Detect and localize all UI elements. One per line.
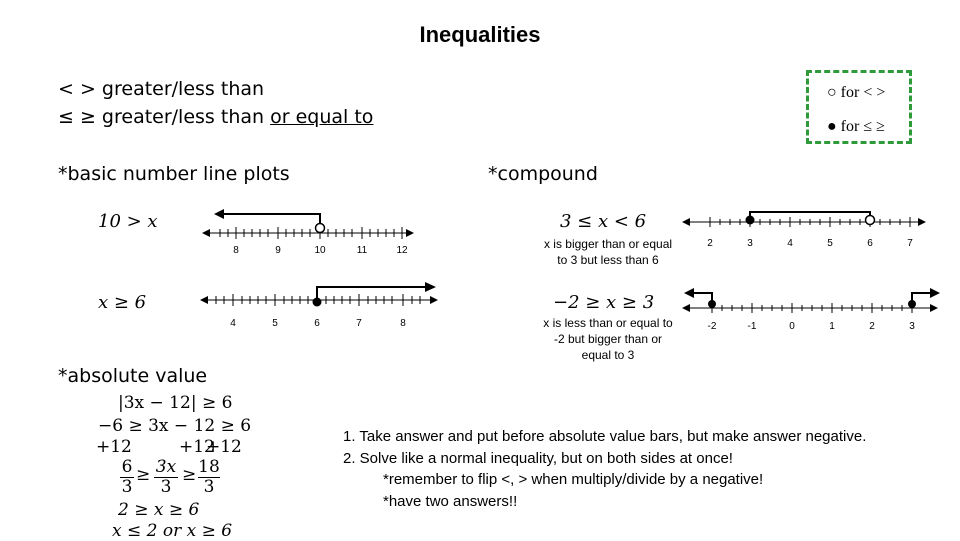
left-ray-arrowhead (684, 288, 694, 298)
ge-sign: ≥ (182, 465, 197, 485)
tick-label: 2 (707, 238, 713, 249)
step-2: 2. Solve like a normal inequality, but o… (343, 449, 733, 467)
tick-label: 9 (275, 245, 281, 256)
numerator: 18 (198, 457, 220, 477)
tick-label: 7 (356, 318, 362, 329)
axis-left-arrow (202, 229, 210, 237)
abs-step-simplified: 2 ≥ x ≥ 6 (118, 500, 200, 520)
minor-ticks (215, 294, 421, 306)
ticks (711, 303, 913, 313)
note-line: x is less than or equal to (543, 316, 673, 330)
solution-ray (222, 213, 321, 228)
tick-label: 0 (789, 321, 795, 332)
tick-label: 4 (787, 238, 793, 249)
open-circle-legend: ○ for < > (827, 84, 886, 101)
compound-example2-note: x is less than or equal to -2 but bigger… (520, 315, 696, 363)
basic-heading: *basic number line plots (58, 163, 290, 185)
fraction-right: 18 3 (198, 457, 220, 496)
tick-label: -2 (708, 321, 717, 332)
tick-label: -1 (748, 321, 757, 332)
tick-label: 3 (747, 238, 753, 249)
number-line-compound-or: -2 -1 0 1 2 3 (682, 288, 940, 332)
step-1: 1. Take answer and put before absolute v… (343, 428, 867, 445)
axis-left-arrow (682, 218, 690, 226)
page-title: Inequalities (419, 22, 541, 47)
compound-example2-expr: −2 ≥ x ≥ 3 (553, 292, 655, 313)
minor-ticks (219, 227, 403, 239)
abs-step-add-left: +12 (96, 437, 132, 457)
closed-circle-legend: ● for ≤ ≥ (827, 118, 885, 135)
solution-segment (749, 211, 871, 220)
tick-label: 8 (233, 245, 239, 256)
tick-label: 6 (867, 238, 873, 249)
open-circle-point (864, 214, 876, 226)
note-line: x is bigger than or equal (543, 237, 673, 251)
abs-step-add-middle: +12 (179, 437, 215, 457)
axis-right-arrow (930, 304, 938, 312)
basic-example2-expr: x ≥ 6 (98, 292, 147, 313)
closed-circle-point (708, 300, 716, 308)
note-line: equal to 3 (581, 348, 635, 362)
closed-circle-point (312, 297, 322, 307)
inclusive-symbols-line: ≤ ≥ greater/less than or equal to (58, 106, 373, 128)
compound-example1-expr: 3 ≤ x < 6 (560, 211, 647, 232)
fraction-left: 6 3 (120, 457, 134, 496)
tick-label: 4 (230, 318, 236, 329)
note-line: to 3 but less than 6 (557, 253, 659, 267)
tick-label: 6 (314, 318, 320, 329)
denominator: 3 (154, 477, 178, 496)
inclusive-symbols-text: ≤ ≥ greater/less than (58, 106, 271, 128)
numerator: 6 (121, 457, 133, 477)
number-line-10-gt-x: 8 9 10 11 12 (202, 209, 414, 256)
tick-label: 1 (829, 321, 835, 332)
ge-sign: ≥ (136, 465, 151, 485)
tick-label: 2 (869, 321, 875, 332)
denominator: 3 (120, 477, 134, 497)
strict-symbols-line: < > greater/less than (58, 78, 265, 100)
abs-step-compound: −6 ≥ 3x − 12 ≥ 6 (98, 416, 252, 436)
circle-legend-box: ○ for < > ● for ≤ ≥ (806, 70, 912, 144)
number-line-3-le-x-lt-6: 2 3 4 5 6 7 (682, 211, 926, 249)
tick-label: 10 (314, 245, 326, 256)
or-equal-to-underlined: or equal to (270, 106, 374, 128)
tick-label: 12 (396, 245, 408, 256)
closed-circle-point (745, 215, 755, 225)
note-line: -2 but bigger than or (553, 332, 663, 346)
tick-label: 11 (357, 245, 368, 256)
absolute-heading: *absolute value (58, 365, 208, 387)
tick-label: 7 (907, 238, 913, 249)
compound-example1-note: x is bigger than or equal to 3 but less … (520, 236, 696, 268)
axis-left-arrow (682, 304, 690, 312)
solution-ray (316, 286, 426, 302)
right-ray-arrowhead (930, 288, 940, 298)
abs-step-add-right: +12 (206, 437, 242, 457)
step-note-two-answers: *have two answers!! (383, 492, 518, 510)
fraction-middle: 3x 3 (154, 457, 178, 496)
abs-step-answer: x ≤ 2 or x ≥ 6 (112, 521, 233, 541)
axis-left-arrow (200, 296, 208, 304)
tick-label: 5 (827, 238, 833, 249)
step-note-flip: *remember to flip <, > when multiply/div… (383, 471, 764, 488)
closed-circle-point (908, 300, 916, 308)
number-line-x-ge-6: 4 5 6 7 8 (200, 282, 438, 329)
absolute-value-work: |3x − 12| ≥ 6 −6 ≥ 3x − 12 ≥ 6 +12 +12 +… (96, 390, 266, 541)
absolute-value-steps: 1. Take answer and put before absolute v… (343, 426, 866, 512)
tick-label: 8 (400, 318, 406, 329)
denominator: 3 (198, 477, 220, 496)
basic-example1-expr: 10 > x (98, 211, 158, 232)
abs-step-original: |3x − 12| ≥ 6 (118, 393, 233, 413)
ray-arrowhead (214, 209, 224, 219)
tick-label: 5 (272, 318, 278, 329)
open-circle-point (314, 222, 326, 234)
axis-right-arrow (430, 296, 438, 304)
ray-arrowhead (425, 282, 436, 292)
tick-label: 3 (909, 321, 915, 332)
axis-right-arrow (918, 218, 926, 226)
compound-heading: *compound (488, 163, 598, 185)
numerator: 3x (155, 457, 177, 477)
axis-right-arrow (406, 229, 414, 237)
ticks (709, 217, 911, 227)
